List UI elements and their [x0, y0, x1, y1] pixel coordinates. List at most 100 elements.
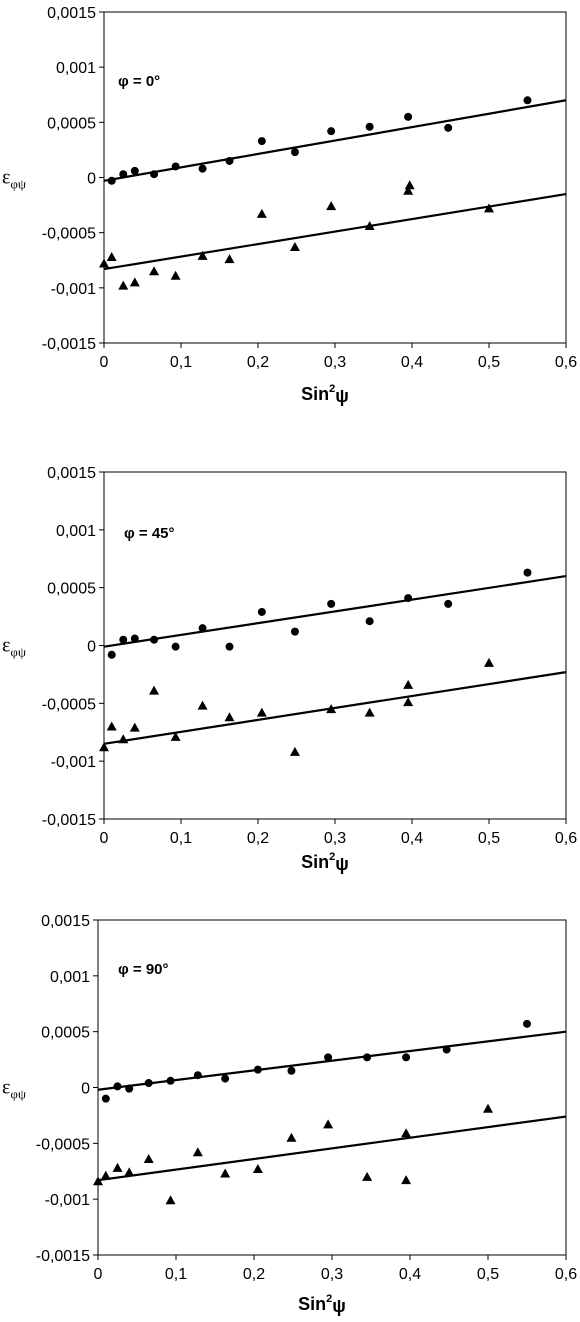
circle-data-point: [225, 156, 234, 165]
triangle-data-point: [224, 254, 235, 264]
circle-data-point: [198, 624, 207, 633]
plot-frame: [103, 11, 567, 344]
triangle-data-point: [106, 721, 117, 731]
triangle-data-point: [256, 707, 267, 717]
circle-data-point: [404, 594, 413, 603]
triangle-data-point: [129, 277, 140, 287]
circle-data-point: [193, 1071, 202, 1080]
x-tick-label: 0,4: [401, 830, 423, 847]
circle-data-point: [365, 617, 374, 626]
triangle-data-point: [197, 250, 208, 260]
y-tick-label: -0,001: [51, 281, 96, 298]
circle-data-point: [130, 166, 139, 175]
y-tick-label: 0,0005: [47, 115, 96, 132]
circle-data-point: [130, 634, 139, 643]
circle-data-point: [290, 148, 299, 157]
circle-series-fit-line: [103, 99, 567, 182]
x-tick-label: 0: [100, 830, 109, 847]
triangle-data-point: [112, 1162, 123, 1172]
triangle-data-point: [256, 208, 267, 218]
circle-data-point: [150, 170, 159, 179]
circle-data-point: [523, 568, 532, 577]
triangle-data-point: [484, 203, 494, 213]
y-axis-label: εφψ: [2, 635, 26, 660]
x-tick-label: 0,4: [399, 1266, 421, 1283]
circle-data-point: [101, 1094, 110, 1103]
x-axis-label: Sin2ψ: [301, 851, 349, 874]
triangle-data-point: [401, 1128, 412, 1138]
circle-data-point: [257, 137, 266, 146]
triangle-data-point: [143, 1153, 154, 1163]
x-tick-label: 0,2: [243, 1266, 265, 1283]
phi-annotation: φ = 45°: [124, 525, 175, 542]
chart-panel-phi-0: 0,0015 0,001 0,0005 0 -0,0005 -0,001 -0,0015 0 0…: [0, 0, 580, 422]
triangle-data-point: [124, 1167, 135, 1177]
triangle-data-point: [170, 270, 181, 280]
y-tick-label: 0: [81, 1081, 90, 1098]
y-tick-label: -0,0005: [42, 696, 96, 713]
chart-panel-phi-90: 0,0015 0,001 0,0005 0 -0,0005 -0,001 -0,0015 0 0…: [0, 910, 580, 1322]
circle-series-fit-line: [103, 575, 567, 648]
triangle-data-point: [483, 1103, 493, 1113]
triangle-data-point: [197, 700, 208, 710]
x-tick-label: 0: [94, 1266, 103, 1283]
y-tick-label: 0: [87, 639, 96, 656]
circle-data-point: [119, 635, 128, 644]
x-tick-label: 0,6: [555, 1266, 577, 1283]
triangle-data-point: [484, 657, 494, 667]
y-tick-label: 0,0015: [47, 5, 96, 22]
x-tick-label: 0,4: [401, 354, 423, 371]
circle-data-point: [221, 1074, 230, 1083]
circle-series-fit-line: [97, 1030, 567, 1091]
x-tick-label: 0,3: [321, 1266, 343, 1283]
triangle-series-fit-line: [103, 192, 567, 271]
y-tick-label: 0,0005: [41, 1025, 90, 1042]
circle-data-point: [324, 1053, 333, 1062]
circle-data-point: [287, 1066, 296, 1075]
triangle-data-point: [93, 1176, 103, 1186]
circle-data-point: [171, 642, 180, 651]
circle-data-point: [225, 642, 234, 651]
y-tick-label: -0,0005: [42, 226, 96, 243]
triangle-data-point: [224, 712, 235, 722]
x-tick-label: 0,3: [324, 830, 346, 847]
y-tick-label: -0,0015: [36, 1248, 90, 1265]
triangle-data-point: [404, 180, 415, 190]
triangle-data-point: [170, 731, 181, 741]
circle-data-point: [253, 1065, 262, 1074]
triangle-data-point: [129, 722, 140, 732]
x-tick-label: 0,2: [247, 354, 269, 371]
triangle-data-point: [289, 746, 300, 756]
x-tick-label: 0,3: [324, 354, 346, 371]
phi-annotation: φ = 0°: [118, 73, 160, 90]
x-tick-label: 0,5: [478, 354, 500, 371]
triangle-series-fit-line: [97, 1115, 567, 1182]
triangle-data-point: [364, 221, 375, 231]
triangle-data-point: [106, 251, 117, 261]
x-tick-label: 0,1: [165, 1266, 187, 1283]
x-tick-label: 0,6: [555, 354, 577, 371]
circle-data-point: [290, 627, 299, 636]
triangle-data-point: [149, 685, 160, 695]
circle-data-point: [107, 176, 116, 185]
circle-data-point: [442, 1045, 451, 1054]
x-tick-label: 0,5: [477, 1266, 499, 1283]
triangle-data-point: [165, 1195, 176, 1205]
x-tick-label: 0: [100, 354, 109, 371]
circle-data-point: [363, 1053, 372, 1062]
circle-data-point: [119, 170, 128, 179]
triangle-series-fit-line: [103, 671, 567, 745]
triangle-data-point: [289, 242, 300, 252]
triangle-data-point: [362, 1171, 373, 1181]
triangle-data-point: [326, 201, 337, 211]
circle-data-point: [523, 1019, 531, 1028]
triangle-data-point: [323, 1119, 334, 1129]
triangle-data-point: [100, 1170, 111, 1180]
triangle-data-point: [192, 1147, 203, 1157]
y-tick-label: 0,001: [56, 523, 96, 540]
y-tick-label: 0,0015: [47, 465, 96, 482]
x-tick-label: 0,1: [170, 354, 192, 371]
